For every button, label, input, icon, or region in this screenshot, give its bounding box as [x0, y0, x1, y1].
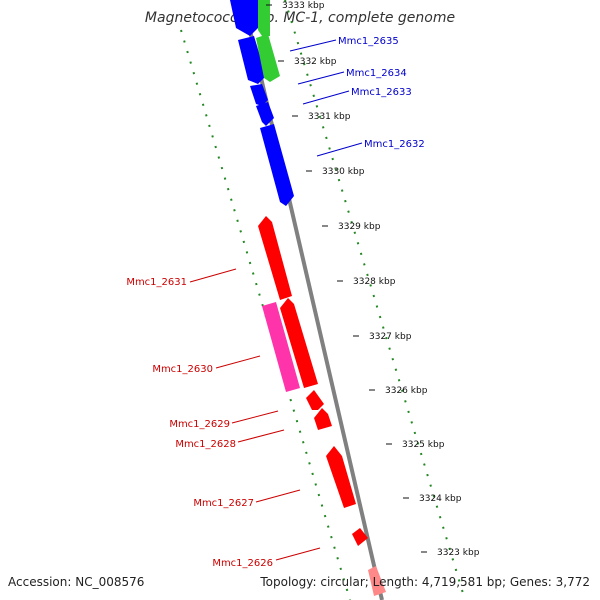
leader-line — [289, 39, 337, 52]
leader-line — [316, 142, 363, 157]
tick-label-3329: 3329 kbp — [338, 222, 381, 232]
gene-label-2628[interactable]: Mmc1_2628 — [175, 439, 236, 450]
leader-line — [231, 410, 279, 424]
accession-text: Accession: NC_008576 — [8, 575, 145, 589]
leader-line — [255, 489, 301, 503]
leader-line — [302, 90, 350, 105]
leader-line — [275, 547, 321, 561]
tick-label-3330: 3330 kbp — [322, 167, 365, 177]
tick-label-3323: 3323 kbp — [437, 548, 480, 558]
gene-block-3336 — [230, 0, 258, 36]
gene-block-2633a — [250, 84, 268, 106]
coordinate-ticks: 3333 kbp 3332 kbp 3331 kbp 3330 kbp 3329… — [266, 1, 480, 558]
gene-label-2629[interactable]: Mmc1_2629 — [169, 419, 230, 430]
map-title: Magnetococcus sp. MC-1, complete genome — [144, 10, 456, 26]
gene-label-2632[interactable]: Mmc1_2632 — [364, 139, 425, 150]
gene-block-green-top — [258, 0, 270, 36]
gene-block-2632 — [260, 124, 294, 206]
tick-label-3327: 3327 kbp — [369, 332, 412, 342]
plus-gene-labels: Mmc1_2635 Mmc1_2634 Mmc1_2633 Mmc1_2632 — [289, 36, 425, 157]
gene-block-2630 — [280, 298, 318, 388]
gene-label-2635[interactable]: Mmc1_2635 — [338, 36, 399, 47]
tick-label-3328: 3328 kbp — [353, 277, 396, 287]
gene-label-2633[interactable]: Mmc1_2633 — [351, 87, 412, 98]
gene-block-2629 — [306, 390, 324, 410]
gene-block-2634 — [256, 34, 280, 82]
gene-label-2630[interactable]: Mmc1_2630 — [152, 364, 213, 375]
tick-label-3333: 3333 kbp — [282, 1, 325, 11]
tick-label-3326: 3326 kbp — [385, 386, 428, 396]
tick-label-3324: 3324 kbp — [419, 494, 462, 504]
tick-label-3332: 3332 kbp — [294, 57, 337, 67]
gene-block-2633b — [256, 102, 274, 126]
gene-label-2627[interactable]: Mmc1_2627 — [193, 498, 254, 509]
gene-block-bottom — [368, 566, 386, 596]
gene-label-2626[interactable]: Mmc1_2626 — [212, 558, 273, 569]
plus-strand-genes — [230, 0, 294, 206]
gene-block-2630-pink — [262, 302, 300, 392]
gene-block-2626 — [352, 528, 368, 546]
gene-label-2634[interactable]: Mmc1_2634 — [346, 68, 407, 79]
minus-strand-genes — [258, 216, 386, 596]
gene-block-2635 — [238, 36, 266, 84]
tick-label-3331: 3331 kbp — [308, 112, 351, 122]
leader-line — [297, 71, 345, 85]
minus-gene-labels: Mmc1_2631 Mmc1_2630 Mmc1_2629 Mmc1_2628 … — [126, 268, 321, 569]
leader-line — [237, 429, 285, 443]
gene-block-2627 — [326, 446, 356, 508]
gene-block-2631 — [258, 216, 292, 300]
gene-label-2631[interactable]: Mmc1_2631 — [126, 277, 187, 288]
gene-block-2628 — [314, 408, 332, 430]
leader-line — [215, 355, 261, 369]
tick-label-3325: 3325 kbp — [402, 440, 445, 450]
genome-summary-text: Topology: circular; Length: 4,719,581 bp… — [260, 575, 590, 589]
leader-line — [189, 268, 237, 283]
